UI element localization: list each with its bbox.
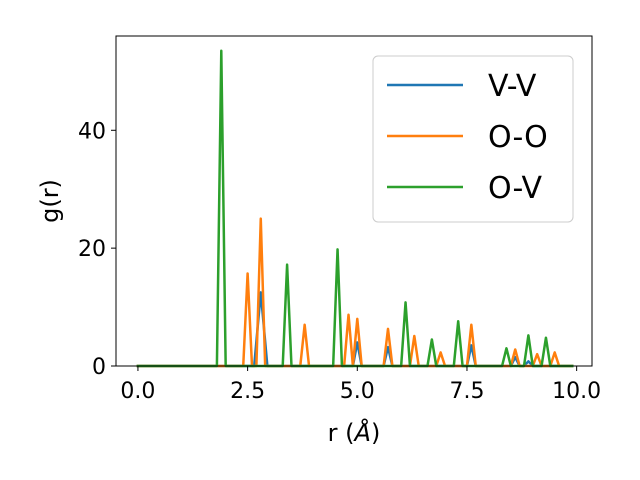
plot-frame [115,35,593,367]
legend-label-o-v: O-V [488,171,543,206]
x-axis-label-end: ) [371,419,380,447]
y-axis-label: g(r) [36,179,64,223]
legend: V-V O-O O-V [372,55,574,223]
legend-label-o-o: O-O [488,120,548,155]
legend-label-v-v: V-V [488,69,537,104]
x-axis-label-main: r ( [328,419,355,447]
y-tick-label: 0 [92,355,106,380]
x-tick-label: 10.0 [552,379,601,404]
x-tick-label: 0.0 [120,379,155,404]
x-axis-label-unit: Å [353,418,371,447]
x-tick-label: 2.5 [230,379,265,404]
x-axis-ticks: 0.0 2.5 5.0 7.5 10.0 [120,366,601,404]
y-tick-label: 20 [78,237,106,262]
x-tick-label: 5.0 [340,379,375,404]
series-line-o-v [136,49,574,368]
x-axis-label: r (Å) [328,418,381,447]
x-tick-label: 7.5 [449,379,484,404]
y-axis-ticks: 0 20 40 [78,119,116,380]
legend-box [372,55,574,223]
y-tick-label: 40 [78,119,106,144]
series-line-o-o [136,217,574,368]
legend-items: V-V O-O O-V [387,69,548,206]
